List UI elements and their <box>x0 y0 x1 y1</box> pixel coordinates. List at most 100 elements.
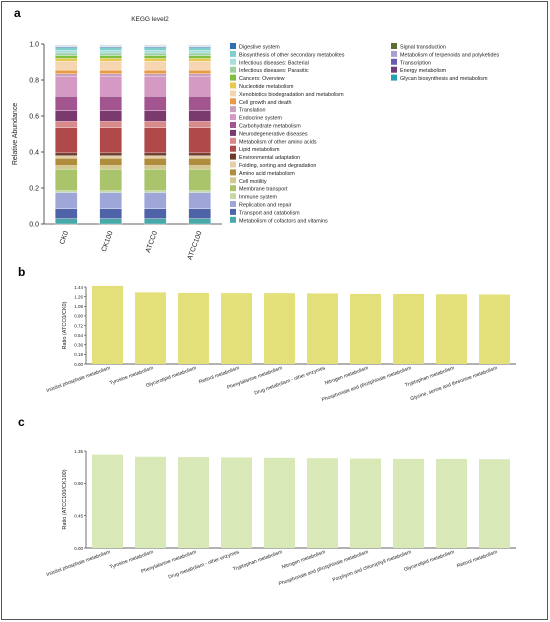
chart-a-legend-label: Immune system <box>239 195 278 201</box>
chart-a-ytick-label: 0.4 <box>29 150 39 157</box>
chart-a-legend-label: Replication and repair <box>239 203 292 209</box>
chart-a-legend-swatch <box>391 58 397 65</box>
chart-a-bar-segment <box>55 208 78 219</box>
chart-a-bar-segment <box>99 165 122 170</box>
chart-a-bar-segment <box>188 127 211 154</box>
chart-b-ytick-label: 0.00 <box>74 362 83 367</box>
chart-a-bar-segment <box>188 192 211 209</box>
chart-c-bar <box>307 458 338 548</box>
chart-c-ylabel: Ratio (ATCC100/CK100) <box>62 469 68 529</box>
chart-a-bar-segment <box>55 168 78 191</box>
chart-a-legend-swatch <box>391 43 397 49</box>
chart-a-bar-segment <box>188 69 211 74</box>
chart-a-bar-segment <box>188 152 211 156</box>
chart-a-bar-segment <box>188 76 211 97</box>
chart-a-legend-label: Carbohydrate metabolism <box>239 124 301 130</box>
chart-a-legend-label: Signal transduction <box>400 45 446 51</box>
chart-a-bar-segment <box>144 47 167 51</box>
panel-label-a: a <box>14 6 21 20</box>
chart-a-legend-swatch <box>230 208 236 215</box>
chart-a-bar-segment <box>99 76 122 97</box>
chart-a-legend-swatch <box>391 74 397 81</box>
chart-a-bar-segment <box>188 110 211 122</box>
chart-a-bar-segment <box>99 155 122 159</box>
chart-a-bar-segment <box>55 152 78 156</box>
chart-a-legend-label: Glycan biosynthesis and metabolism <box>400 76 488 82</box>
chart-b-bar <box>307 293 338 364</box>
chart-a-bar-segment <box>99 73 122 77</box>
chart-b-bar <box>178 292 209 364</box>
chart-b-bar <box>393 293 424 364</box>
chart-a-bar-segment <box>188 60 211 71</box>
chart-b-ytick-label: 0.90 <box>74 314 83 319</box>
chart-a-bar-segment <box>188 155 211 159</box>
panel-label-c: c <box>18 415 25 429</box>
chart-a-legend-label: Endocrine system <box>239 116 282 122</box>
chart-a-bar-segment <box>99 152 122 156</box>
chart-a-category-label: CK0 <box>59 230 70 245</box>
chart-a-legend-swatch <box>230 137 236 144</box>
chart-c-bar <box>393 458 424 548</box>
chart-a-bar-segment <box>55 73 78 77</box>
chart-a-bar-segment <box>99 121 122 128</box>
chart-c-bar <box>178 457 209 548</box>
chart-a-legend-swatch <box>230 43 236 49</box>
chart-a-bar-segment <box>99 60 122 71</box>
chart-a-bar-segment <box>188 165 211 170</box>
chart-a-bar-segment <box>144 58 167 62</box>
chart-a-legend-swatch <box>230 106 236 113</box>
chart-a-bar-segment <box>99 55 122 59</box>
chart-a-bar-segment <box>144 96 167 111</box>
chart-a-bar-segment <box>188 47 211 51</box>
chart-a-bar-segment <box>99 47 122 51</box>
chart-a-legend-label: Digestive system <box>239 45 280 51</box>
chart-c-category-label: Drug metabolism - other enzymes <box>168 549 241 580</box>
chart-b-ytick-label: 1.08 <box>74 304 83 309</box>
chart-b-bar <box>264 293 295 364</box>
chart-a-bar-segment <box>188 168 211 191</box>
chart-a-bar-segment <box>144 218 167 225</box>
chart-a-bar-segment <box>99 52 122 56</box>
chart-a-bar-segment <box>55 190 78 193</box>
chart-a-bar-segment <box>144 110 167 122</box>
chart-a-bar-segment <box>99 192 122 209</box>
chart-b-bar <box>436 294 467 364</box>
chart-a-bar-segment <box>144 127 167 154</box>
chart-c-category-label: Porphyrin and chlorophyll metabolism <box>332 549 412 583</box>
chart-a-legend-swatch <box>230 129 236 136</box>
chart-a-legend-label: Metabolism of cofactors and vitamins <box>239 218 328 224</box>
chart-a-category-label: CK100 <box>101 230 115 253</box>
chart-a-bar-segment <box>144 121 167 128</box>
chart-a-bar-segment <box>144 55 167 59</box>
chart-a-bar-segment <box>188 50 211 54</box>
chart-a-bar-segment <box>99 127 122 154</box>
chart-a-bar-segment <box>144 73 167 77</box>
chart-a-bar-segment <box>55 55 78 59</box>
chart-b-category-label: Inositol phosphate metabolism <box>46 365 112 394</box>
chart-a-bar-segment <box>188 158 211 166</box>
chart-a-legend-swatch <box>230 82 236 89</box>
panel-label-b: b <box>18 265 26 279</box>
chart-b-bar <box>479 294 510 364</box>
chart-a-ylabel: Relative Abundance <box>12 103 19 165</box>
chart-a-bar-segment <box>188 52 211 56</box>
chart-a-legend-label: Infectious diseases: Parasitic <box>239 68 309 74</box>
chart-a-legend-swatch <box>230 193 236 200</box>
chart-a-bar-segment <box>99 168 122 191</box>
chart-a-ytick-label: 0.8 <box>29 78 39 85</box>
chart-a-bar-segment <box>144 192 167 209</box>
chart-a-legend-swatch <box>230 201 236 207</box>
chart-a-legend-label: Transcription <box>400 60 431 66</box>
chart-a-legend-swatch <box>230 98 236 105</box>
chart-a-legend-swatch <box>391 50 397 57</box>
chart-b-bar <box>135 292 166 364</box>
chart-a-legend-label: Energy metabolism <box>400 68 447 74</box>
chart-a-bar-segment <box>55 58 78 62</box>
chart-a-legend-label: Amino acid metabolism <box>239 171 295 177</box>
chart-c-ytick-label: 0.00 <box>74 546 83 551</box>
chart-b-category-label: Drug metabolism - other enzymes <box>254 365 327 396</box>
chart-a-legend-swatch <box>230 153 236 160</box>
chart-a-legend-label: Metabolism of other amino acids <box>239 139 317 145</box>
